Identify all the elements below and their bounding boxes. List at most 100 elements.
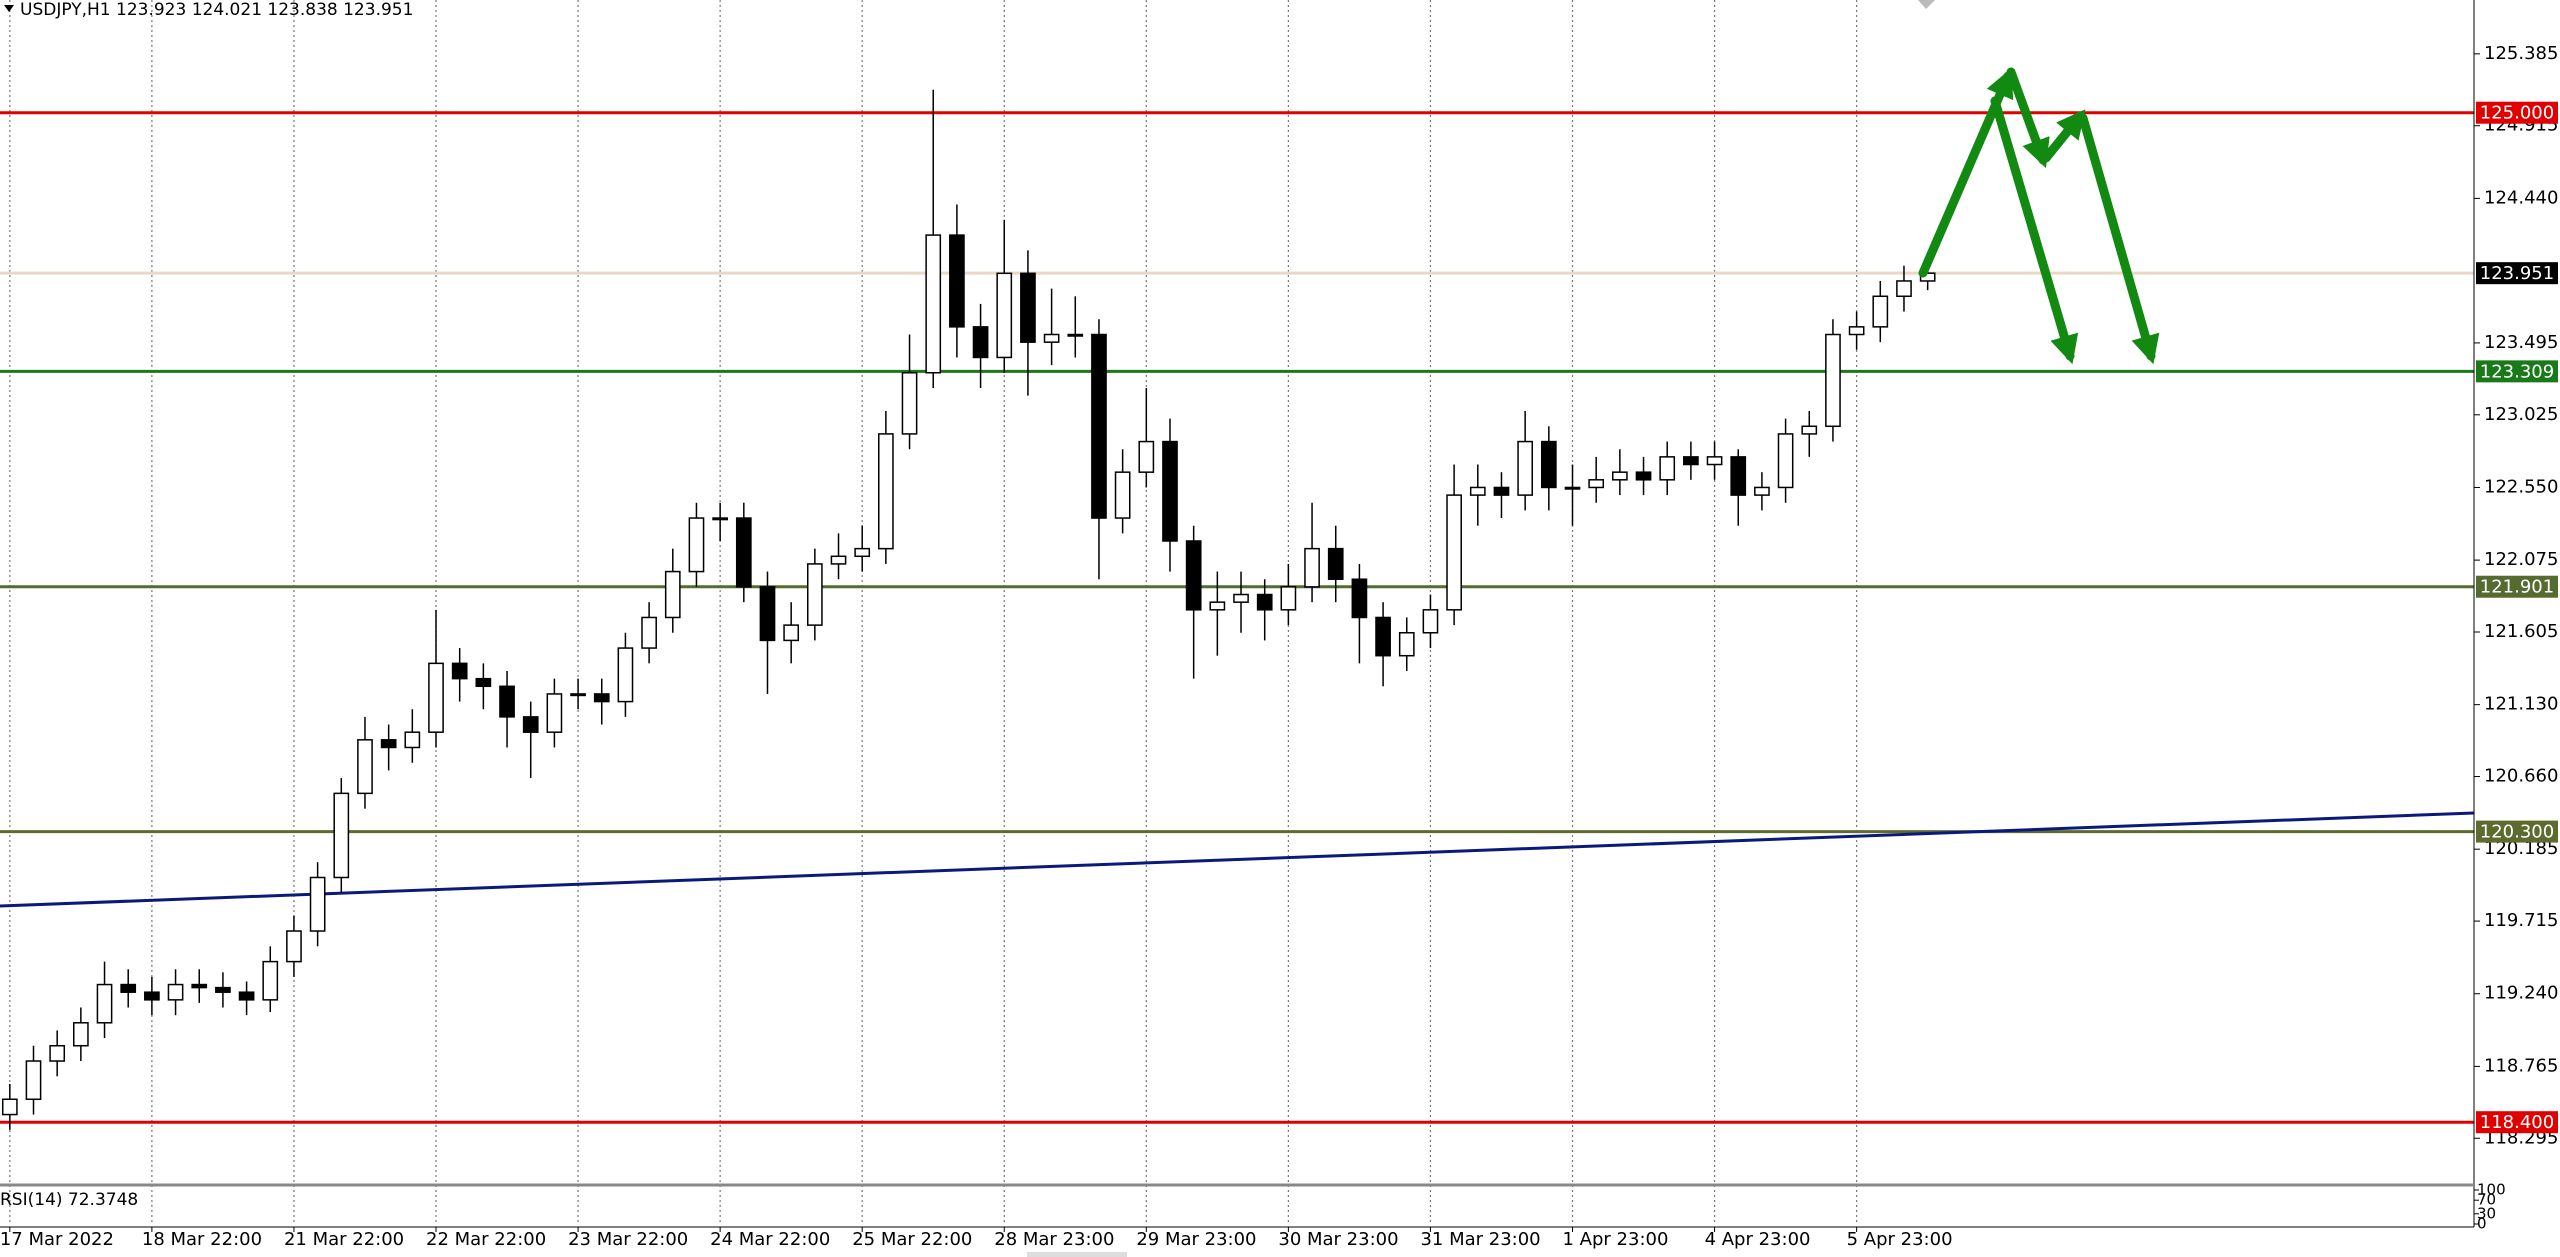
candle-body xyxy=(333,792,350,879)
scrollbar xyxy=(1027,1252,1127,1257)
candle-body xyxy=(357,739,373,795)
y-tick-label: 122.550 xyxy=(2484,476,2558,497)
level-label: 118.400 xyxy=(2480,1112,2554,1133)
candle-body xyxy=(1020,272,1036,343)
y-tick-label: 121.130 xyxy=(2484,694,2558,715)
level-label: 121.901 xyxy=(2480,577,2554,598)
candle-body xyxy=(404,731,421,749)
candle-body xyxy=(475,677,492,688)
candle-body xyxy=(1280,586,1297,611)
level-label: 120.300 xyxy=(2480,822,2554,843)
y-tick-label: 119.240 xyxy=(2484,983,2558,1004)
indicator-tick-label: 30 xyxy=(2477,1204,2496,1222)
candle-body xyxy=(830,555,847,565)
forecast-arrows xyxy=(1918,67,2160,365)
candle-body xyxy=(617,647,634,703)
marker xyxy=(1918,0,1935,9)
level-label-box xyxy=(2476,101,2558,124)
level-label-box xyxy=(2476,262,2558,285)
indicator-label: RSI(14) 72.3748 xyxy=(0,1190,138,1210)
candle-body xyxy=(949,234,965,328)
candle-body xyxy=(451,662,468,680)
candle-body xyxy=(1683,456,1699,466)
x-tick-label: 23 Mar 22:00 xyxy=(568,1229,688,1250)
candle-body xyxy=(1825,333,1841,428)
candle-body xyxy=(73,1022,89,1047)
candle-body xyxy=(1138,440,1155,473)
x-tick-label: 31 Mar 23:00 xyxy=(1420,1229,1540,1250)
candle-body xyxy=(1540,440,1557,489)
candle-body xyxy=(1114,471,1131,519)
y-tick-label: 120.185 xyxy=(2484,838,2558,859)
candle-body xyxy=(712,517,728,521)
candle-body xyxy=(1777,433,1794,489)
candle-body xyxy=(1185,540,1202,611)
level-label-box xyxy=(2476,1111,2558,1134)
level-label: 123.309 xyxy=(2480,361,2554,382)
candle-body xyxy=(1398,632,1415,657)
candle-body xyxy=(309,876,326,932)
level-label-box xyxy=(2476,820,2558,843)
candle-body xyxy=(1493,486,1510,496)
candle-body xyxy=(546,693,563,733)
y-tick-label: 125.385 xyxy=(2484,43,2558,64)
x-tick-label: 25 Mar 22:00 xyxy=(852,1229,972,1250)
candle-body xyxy=(522,716,539,733)
indicator-tick-label: 100 xyxy=(2477,1181,2506,1199)
x-tick-label: 28 Mar 23:00 xyxy=(994,1229,1114,1250)
candle-body xyxy=(499,685,515,718)
y-tick-label: 119.715 xyxy=(2484,910,2558,931)
candle-body xyxy=(380,739,397,749)
candle-body xyxy=(1304,547,1320,588)
y-tick-label: 123.025 xyxy=(2484,404,2558,425)
candle-body xyxy=(191,983,208,989)
y-tick-label: 120.660 xyxy=(2484,766,2558,787)
candle-body xyxy=(215,986,231,993)
candle-body xyxy=(1706,456,1723,466)
candle-body xyxy=(1635,471,1652,481)
candle-body xyxy=(1801,425,1818,435)
indicator-tick-label: 70 xyxy=(2477,1191,2496,1209)
trend-line xyxy=(0,811,2475,908)
y-tick-label: 118.765 xyxy=(2484,1055,2558,1076)
candle-body xyxy=(664,570,681,619)
candle-body xyxy=(1043,333,1060,343)
candle-body xyxy=(688,517,705,573)
candle-body xyxy=(167,983,184,1001)
candle-body xyxy=(901,371,918,435)
candle-body xyxy=(570,693,586,697)
candle-body xyxy=(1896,280,1912,298)
arrow xyxy=(2041,109,2086,163)
candle-body xyxy=(1233,593,1249,603)
candle-body xyxy=(1446,494,1462,611)
candle-body xyxy=(238,991,255,1001)
candle-body xyxy=(878,433,894,550)
y-tick-label: 122.075 xyxy=(2484,549,2558,570)
candle-body xyxy=(1209,601,1226,611)
x-tick-label: 22 Mar 22:00 xyxy=(426,1229,546,1250)
candle-body xyxy=(972,326,989,359)
arrow xyxy=(1990,96,2079,365)
candle-body xyxy=(120,983,137,993)
candles xyxy=(1,89,1936,1130)
candle-body xyxy=(593,693,610,703)
candle-body xyxy=(1256,593,1273,611)
candle-body xyxy=(1517,440,1534,496)
y-tick-label: 123.495 xyxy=(2484,332,2558,353)
candle-body xyxy=(1730,456,1747,496)
x-tick-label: 1 Apr 23:00 xyxy=(1563,1229,1669,1250)
level-label: 125.000 xyxy=(2480,103,2554,124)
candle-body xyxy=(759,586,776,642)
candle-body xyxy=(1612,471,1628,481)
candle-body xyxy=(925,234,942,374)
candle-body xyxy=(1872,295,1889,328)
candle-body xyxy=(1327,547,1344,580)
candle-body xyxy=(1422,609,1439,634)
candle-body xyxy=(25,1060,42,1101)
arrow xyxy=(2078,113,2160,365)
candle-body xyxy=(1091,333,1107,519)
x-tick-label: 21 Mar 22:00 xyxy=(284,1229,404,1250)
x-tick-label: 18 Mar 22:00 xyxy=(142,1229,262,1250)
